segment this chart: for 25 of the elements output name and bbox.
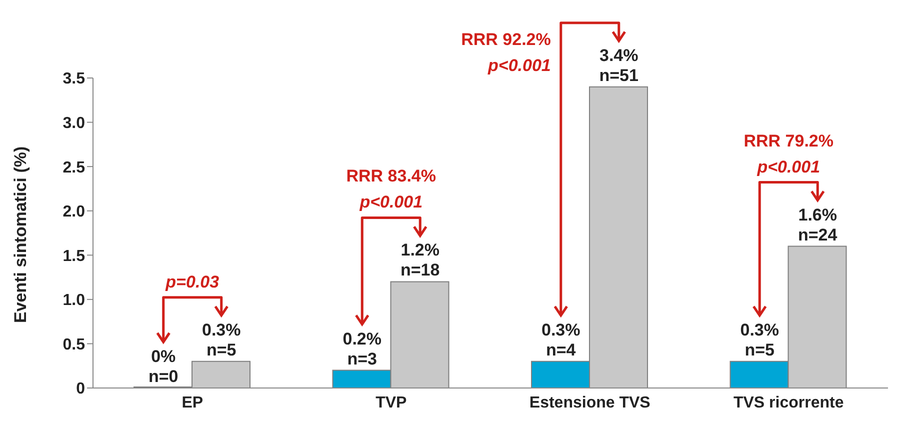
y-tick-label: 0.5 — [62, 336, 86, 354]
data-label: 0% n=0 — [148, 347, 178, 386]
y-tick-label: 1.5 — [62, 248, 86, 265]
text: RRR 92.2% p<0.001 — [461, 30, 551, 75]
y-tick-label: 1.0 — [62, 292, 86, 310]
annotation: RRR 79.2% p<0.001 — [744, 131, 834, 176]
x-tick-label: TVS ricorrente — [733, 394, 844, 412]
data-label: 0.2% n=3 — [342, 329, 382, 368]
annotation: RRR 83.4% p<0.001 — [346, 166, 436, 212]
y-tick-label: 3.5 — [62, 70, 86, 88]
x-tick-label: EP — [182, 394, 204, 412]
x-tick-label: TVP — [376, 394, 408, 412]
y-axis-title: Eventi sintomatici (%) — [11, 146, 30, 323]
data-label: 0.3% n=5 — [202, 320, 241, 360]
data-label: 1.2% n=18 — [400, 240, 440, 280]
y-tick-label: 0 — [76, 380, 86, 398]
y-tick-label: 3.0 — [62, 114, 86, 132]
y-tick-label: 2.0 — [62, 204, 86, 221]
x-tick-label: Estensione TVS — [529, 394, 651, 412]
annotation: p=0.03 — [164, 272, 220, 292]
y-tick-label: 2.5 — [62, 159, 86, 176]
data-label: 1.6% n=24 — [798, 205, 838, 244]
data-label: 0.3% n=4 — [542, 320, 580, 360]
data-label: 3.4% n=51 — [599, 46, 638, 85]
data-label: 0.3% n=5 — [740, 320, 779, 360]
